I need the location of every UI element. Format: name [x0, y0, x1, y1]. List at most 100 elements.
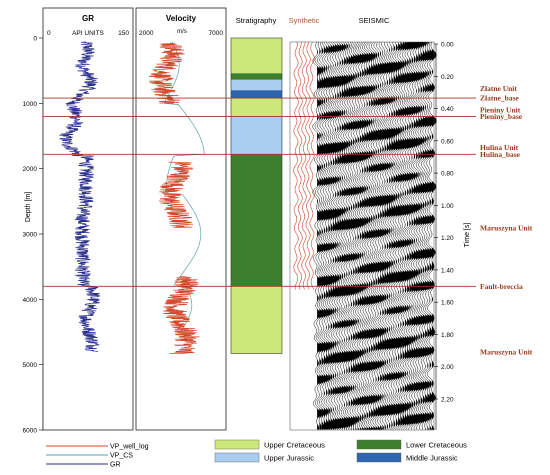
seismic-fill [409, 42, 414, 430]
time-tick-label: 0.60 [441, 138, 454, 145]
horizon-labels: Złatne_base Pieniny_base Hulina_base Fault-… [480, 84, 533, 357]
seismic-trace [400, 41, 410, 430]
seismic-trace [398, 41, 408, 430]
seismic-fill [380, 42, 385, 430]
seismic-fill [339, 42, 345, 430]
seismic-track-title: SEISMIC [359, 16, 390, 25]
horizon-label: Fault-breccia [480, 282, 523, 291]
strat-block [231, 98, 282, 117]
unit-label: Maruszyna Unit [480, 223, 533, 232]
seismic-trace [413, 41, 423, 430]
horizon-label: Hulina_base [480, 150, 521, 159]
legend-unit-label: Upper Jurassic [264, 454, 314, 463]
seismic-trace [341, 41, 352, 430]
seismic-fill [407, 42, 412, 430]
seismic-traces [312, 41, 437, 430]
strat-outline [230, 37, 283, 354]
legend-unit-label: Lower Cretaceous [406, 441, 467, 450]
seismic-fill [398, 42, 403, 430]
seismic-trace [339, 41, 350, 430]
time-axis-label: Time [s] [464, 223, 471, 248]
unit-label: Hulina Unit [480, 143, 519, 152]
seismic-trace [330, 41, 340, 430]
seismic-fill [425, 42, 430, 430]
seismic-trace [387, 41, 397, 430]
time-tick-label: 1.80 [441, 332, 454, 339]
unit-label: Maruszyna Unit [480, 348, 533, 357]
seismic-trace [335, 41, 345, 430]
seismic-fill [395, 42, 401, 430]
depth-tick-label: 4000 [23, 297, 38, 304]
time-tick-label: 1.20 [441, 235, 454, 242]
seismic-fill [359, 42, 364, 430]
seismic-fill [317, 42, 322, 430]
gr-scale-unit: API UNITS [72, 30, 104, 37]
stratigraphy-track-title: Stratigraphy [236, 16, 277, 25]
time-tick-label: 1.00 [441, 203, 454, 210]
seismic-trace [344, 41, 354, 430]
time-tick-label: 0.40 [441, 106, 454, 113]
seismic-fill [355, 42, 360, 430]
strat-block [231, 79, 282, 91]
legend-unit-swatch [214, 439, 260, 450]
legend-line-label: VP_CS [110, 453, 133, 460]
seismic-fill [328, 42, 333, 430]
gr-scale-right: 150 [118, 30, 129, 37]
seismic-trace [346, 41, 356, 430]
depth-tick-label: 6000 [23, 428, 38, 435]
depth-tick-label: 0 [33, 36, 37, 43]
gr-track: GR 0 API UNITS 150 [42, 7, 134, 431]
gr-curve [59, 41, 101, 352]
unit-label: Pieniny Unit [480, 106, 521, 115]
seismic-trace [333, 41, 343, 430]
vp-well-log-trace [158, 161, 194, 228]
seismic-fill [384, 42, 390, 430]
seismic-trace [326, 41, 336, 430]
strat-block [231, 90, 282, 99]
vp-well-log-trace [148, 42, 185, 104]
time-tick-label: 2.00 [441, 364, 454, 371]
vp-well-log-trace [163, 276, 200, 354]
seismic-fill [377, 42, 383, 430]
legend-line-label: VP_well_log [110, 444, 149, 451]
strat-block [231, 38, 282, 74]
seismic-fill [350, 42, 356, 430]
seismic-fill [346, 42, 351, 430]
seismic-panel: Synthetic SEISMIC [289, 16, 437, 431]
time-axis: 0.00 0.20 0.40 0.60 0.80 1.00 1.20 1.40 1.60 1.80… [434, 42, 454, 430]
seismic-fill [382, 42, 388, 430]
seismic-fill [420, 42, 425, 430]
seismic-trace [427, 41, 437, 430]
seismic-fill [391, 42, 396, 430]
seismic-trace [312, 41, 322, 430]
time-tick-label: 1.60 [441, 300, 454, 307]
velocity-scale-unit: m/s [177, 29, 187, 35]
seismic-fill [413, 42, 419, 430]
seismic-trace [393, 41, 404, 430]
depth-tick-label: 1000 [23, 101, 38, 108]
depth-tick-label: 3000 [23, 232, 38, 239]
depth-axis-label: Depth [m] [25, 192, 32, 222]
gr-track-title: GR [82, 14, 94, 23]
legend-unit-swatch [214, 452, 260, 463]
seismic-trace [391, 41, 401, 430]
seismic-fill [319, 42, 324, 430]
horizon-label: Złatne_base [480, 94, 519, 103]
seismic-fill [393, 42, 399, 430]
velocity-scale-left: 2000 [139, 30, 154, 37]
time-tick-label: 1.40 [441, 267, 454, 274]
horizon-label: Pieniny_base [480, 112, 523, 121]
depth-tick-label: 5000 [23, 362, 38, 369]
seismic-fill [386, 42, 392, 430]
seismic-trace [396, 41, 406, 430]
time-tick-label: 2.20 [441, 397, 454, 404]
seismic-fill [411, 42, 416, 430]
time-tick-label: 0.20 [441, 74, 454, 81]
time-tick-label: 0.00 [441, 42, 454, 49]
seismic-fill [323, 42, 329, 430]
vp-well-log-curve [148, 42, 200, 354]
seismic-fill [321, 42, 326, 430]
synthetic-trace [301, 41, 307, 290]
legend-line-label: GR [110, 462, 121, 469]
